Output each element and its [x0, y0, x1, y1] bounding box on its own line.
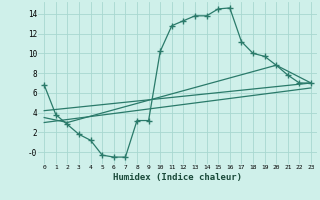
X-axis label: Humidex (Indice chaleur): Humidex (Indice chaleur) — [113, 173, 242, 182]
